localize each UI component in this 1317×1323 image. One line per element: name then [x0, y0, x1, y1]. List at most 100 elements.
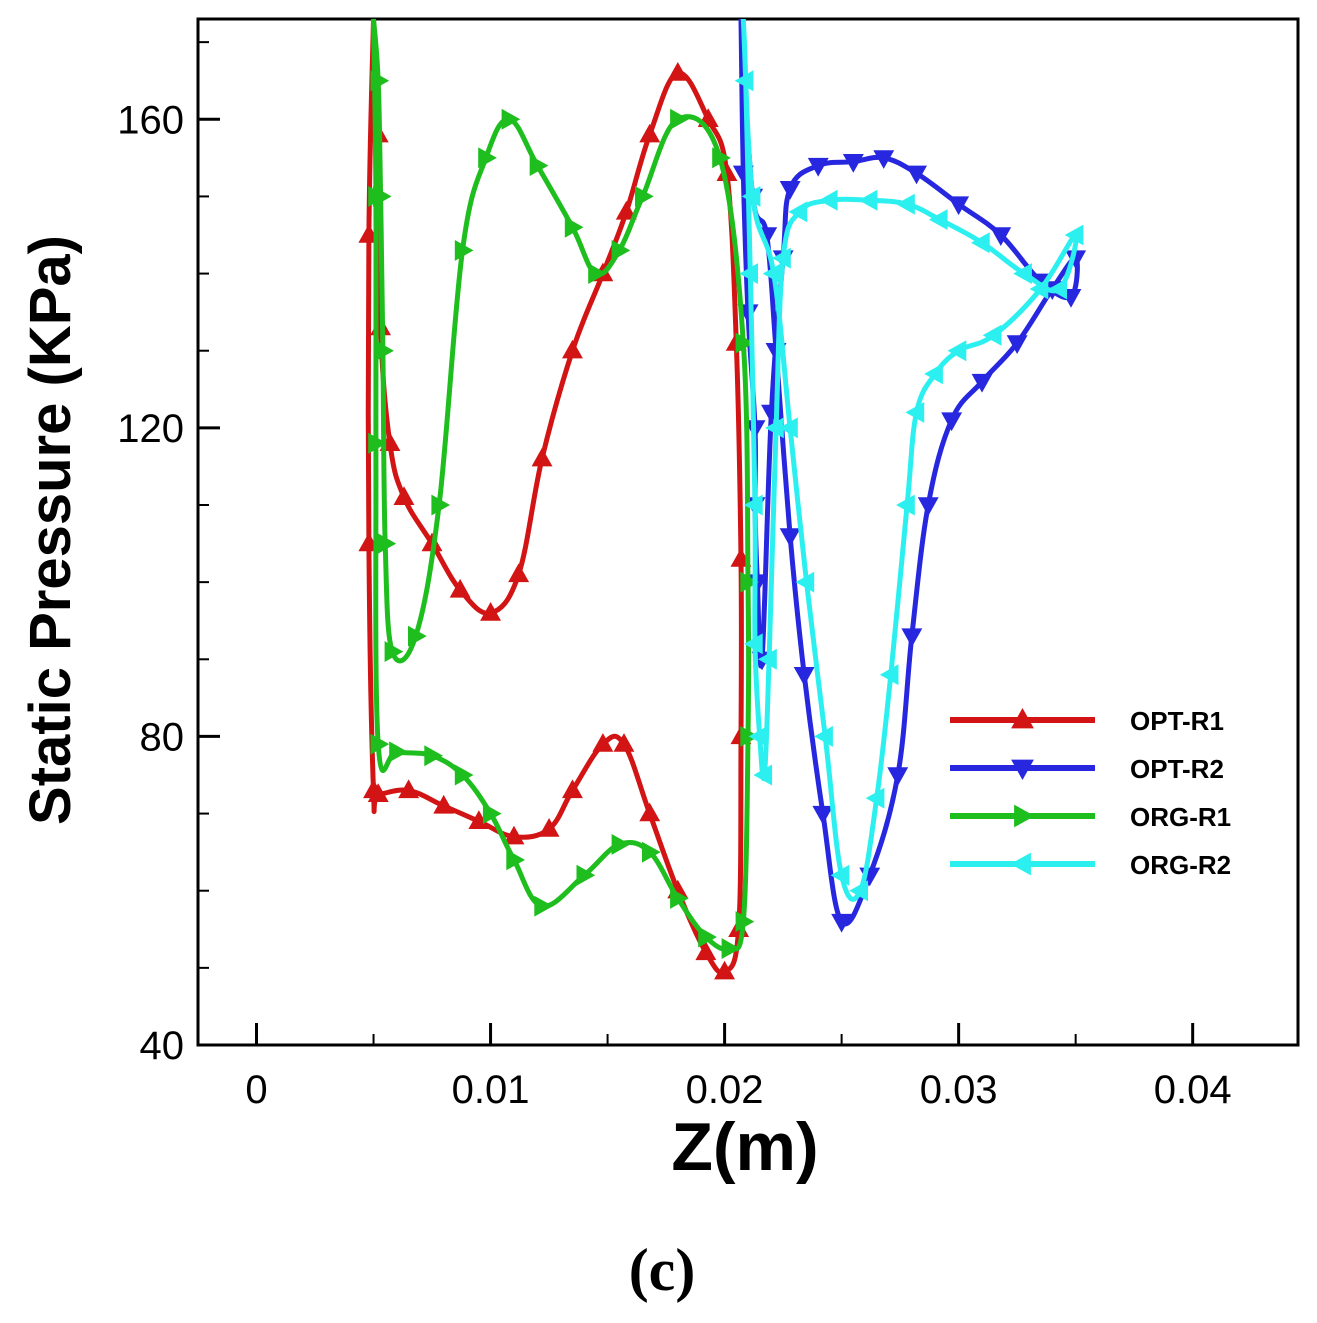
- data-point: [534, 895, 553, 917]
- data-point: [941, 412, 963, 432]
- data-point: [765, 417, 784, 439]
- legend-label: OPT-R1: [1130, 706, 1224, 736]
- data-point: [408, 625, 427, 647]
- data-point: [1064, 224, 1084, 246]
- data-point: [712, 147, 731, 169]
- data-point: [814, 726, 833, 747]
- legend-item-opt-r1: OPT-R1: [950, 706, 1224, 736]
- data-point: [924, 363, 943, 385]
- data-point: [830, 864, 850, 886]
- data-point: [368, 432, 387, 454]
- legend-marker: [1011, 759, 1034, 780]
- data-point: [971, 373, 993, 393]
- data-point: [917, 497, 939, 516]
- data-point: [592, 733, 614, 752]
- data-point: [858, 189, 878, 211]
- data-point: [562, 779, 583, 799]
- data-point: [762, 263, 782, 284]
- data-point: [398, 779, 420, 799]
- series-org-r1: [368, 19, 759, 959]
- data-point: [433, 794, 455, 814]
- data-point: [564, 216, 584, 238]
- data-point: [865, 787, 885, 809]
- data-point: [642, 841, 661, 863]
- data-point: [714, 960, 735, 980]
- legend-label: OPT-R2: [1130, 754, 1224, 784]
- data-point: [468, 810, 490, 829]
- data-point: [1013, 263, 1032, 284]
- data-point: [948, 196, 970, 216]
- data-point: [613, 733, 635, 752]
- data-point: [905, 402, 925, 423]
- x-tick-label: 0.04: [1154, 1068, 1232, 1112]
- y-tick-label: 120: [117, 407, 184, 451]
- data-point: [431, 494, 451, 516]
- data-point: [818, 189, 838, 211]
- data-point: [734, 70, 754, 92]
- y-axis-title: Static Pressure (KPa): [18, 235, 83, 825]
- data-point: [503, 825, 525, 845]
- legend-item-org-r1: ORG-R1: [950, 802, 1231, 832]
- data-point: [779, 181, 801, 200]
- data-point: [779, 417, 798, 439]
- x-tick-label: 0.02: [686, 1068, 764, 1112]
- y-ticks: 40 80 120 160: [117, 41, 220, 1068]
- data-point: [1048, 278, 1067, 300]
- data-point: [990, 227, 1012, 246]
- series-opt-r1: [358, 19, 752, 980]
- data-point: [896, 494, 915, 516]
- data-point: [615, 200, 637, 220]
- y-tick-label: 40: [140, 1024, 185, 1068]
- data-point: [788, 201, 808, 223]
- data-point: [538, 818, 560, 837]
- data-point: [735, 911, 755, 932]
- data-point: [971, 232, 990, 254]
- series-org-r2: [734, 19, 1084, 902]
- data-point: [758, 648, 777, 670]
- data-point: [748, 726, 768, 747]
- data-point: [721, 938, 741, 959]
- data-point: [393, 486, 415, 505]
- y-tick-label: 80: [140, 715, 185, 759]
- data-point: [739, 263, 758, 284]
- data-point: [506, 849, 525, 871]
- legend-item-org-r2: ORG-R2: [950, 850, 1231, 880]
- data-point: [741, 186, 761, 207]
- data-point: [873, 150, 895, 169]
- data-point: [670, 888, 689, 909]
- data-point: [795, 571, 815, 593]
- data-point: [367, 783, 389, 802]
- data-point: [716, 162, 738, 181]
- data-point: [831, 913, 853, 933]
- data-point: [449, 578, 471, 598]
- data-point: [375, 340, 394, 362]
- legend-label: ORG-R1: [1130, 802, 1231, 832]
- legend-item-opt-r2: OPT-R2: [950, 754, 1224, 784]
- legend: OPT-R1 OPT-R2 ORG-R1 ORG-R2: [950, 706, 1231, 880]
- data-point: [454, 764, 474, 786]
- data-point: [508, 563, 530, 583]
- data-point: [531, 447, 553, 467]
- data-point: [906, 165, 927, 185]
- data-point: [744, 494, 763, 516]
- data-point: [744, 633, 763, 655]
- data-point: [370, 70, 390, 92]
- panel-label: (c): [629, 1237, 696, 1303]
- x-tick-label: 0: [245, 1068, 267, 1112]
- data-point: [562, 339, 583, 359]
- data-point: [370, 733, 390, 755]
- y-tick-label: 160: [117, 98, 184, 142]
- x-axis-title: Z(m): [671, 1109, 818, 1185]
- data-point: [812, 805, 834, 825]
- data-point: [698, 926, 717, 948]
- data-point: [389, 741, 408, 763]
- plot-frame: [196, 17, 1300, 1047]
- data-point: [740, 571, 759, 593]
- data-point: [779, 528, 801, 547]
- legend-marker: [1014, 804, 1035, 828]
- data-point: [807, 157, 829, 177]
- data-point: [611, 240, 631, 261]
- data-point: [772, 247, 791, 269]
- data-point: [635, 186, 654, 207]
